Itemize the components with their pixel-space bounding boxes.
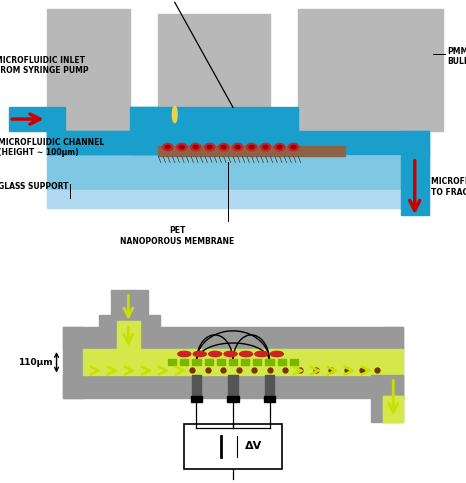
Bar [158,146,298,156]
Text: GLASS SUPPORT: GLASS SUPPORT [0,182,68,191]
Bar [99,314,160,327]
Bar [111,290,148,327]
Ellipse shape [178,351,191,356]
Text: PMMA
BULK: PMMA BULK [447,47,466,66]
Bar [47,9,130,131]
Ellipse shape [255,351,268,356]
Ellipse shape [277,145,282,149]
Text: MICROFLUIDIC CHANNEL
(HEIGHT ∼ 100μm): MICROFLUIDIC CHANNEL (HEIGHT ∼ 100μm) [0,138,104,157]
Ellipse shape [221,145,226,149]
Bar [47,154,429,191]
Text: 110μm: 110μm [18,358,53,367]
Ellipse shape [177,143,187,151]
Text: MICROFLUIDIC OUTLET
TO FRACTION COLLECTOR: MICROFLUIDIC OUTLET TO FRACTION COLLECTO… [431,177,466,197]
Bar [383,396,404,422]
Bar [185,424,281,469]
Bar [270,131,298,154]
Ellipse shape [270,351,283,356]
Bar [62,327,404,349]
Bar [265,375,274,398]
Ellipse shape [205,143,215,151]
Bar [264,396,275,402]
Bar [158,107,298,154]
Bar [192,375,201,398]
Bar [191,396,202,402]
Bar [47,131,163,154]
Ellipse shape [193,351,206,356]
Text: PET
NANOPOROUS MEMBRANE: PET NANOPOROUS MEMBRANE [120,227,234,246]
Ellipse shape [288,143,299,151]
Bar [254,359,261,365]
Ellipse shape [235,145,240,149]
Ellipse shape [274,143,285,151]
Ellipse shape [240,351,253,356]
Text: ΔV: ΔV [245,441,262,452]
Bar [278,359,286,365]
Bar [47,107,65,154]
Bar [62,375,404,398]
Ellipse shape [233,143,243,151]
Bar [47,131,429,154]
Bar [205,359,212,365]
Bar [371,375,404,398]
Bar [130,107,158,154]
Bar [371,396,404,422]
Bar [217,359,225,365]
Bar [241,359,249,365]
Ellipse shape [179,145,184,149]
Ellipse shape [263,145,268,149]
Ellipse shape [291,145,296,149]
Bar [401,131,429,154]
Ellipse shape [193,145,198,149]
Bar [117,321,140,349]
Bar [383,396,404,422]
Bar [180,359,188,365]
Bar [158,14,270,107]
Bar [9,107,47,131]
Bar [401,152,429,215]
Bar [383,349,404,375]
Bar [228,375,238,398]
Ellipse shape [163,143,173,151]
Bar [229,359,237,365]
Bar [298,9,443,131]
Ellipse shape [247,143,257,151]
Bar [62,327,83,398]
Bar [227,396,239,402]
Bar [47,190,429,208]
Ellipse shape [260,143,271,151]
Bar [266,359,274,365]
Ellipse shape [165,145,170,149]
Bar [298,146,345,156]
Ellipse shape [207,145,212,149]
Ellipse shape [224,351,237,356]
Ellipse shape [219,143,229,151]
Bar [168,359,176,365]
Ellipse shape [172,106,177,123]
Bar [290,359,298,365]
Bar [83,349,383,375]
Bar [192,359,200,365]
Ellipse shape [209,351,222,356]
Ellipse shape [249,145,254,149]
Bar [383,327,404,398]
Ellipse shape [191,143,201,151]
Text: MICROFLUIDIC INLET
FROM SYRINGE PUMP: MICROFLUIDIC INLET FROM SYRINGE PUMP [0,56,89,75]
